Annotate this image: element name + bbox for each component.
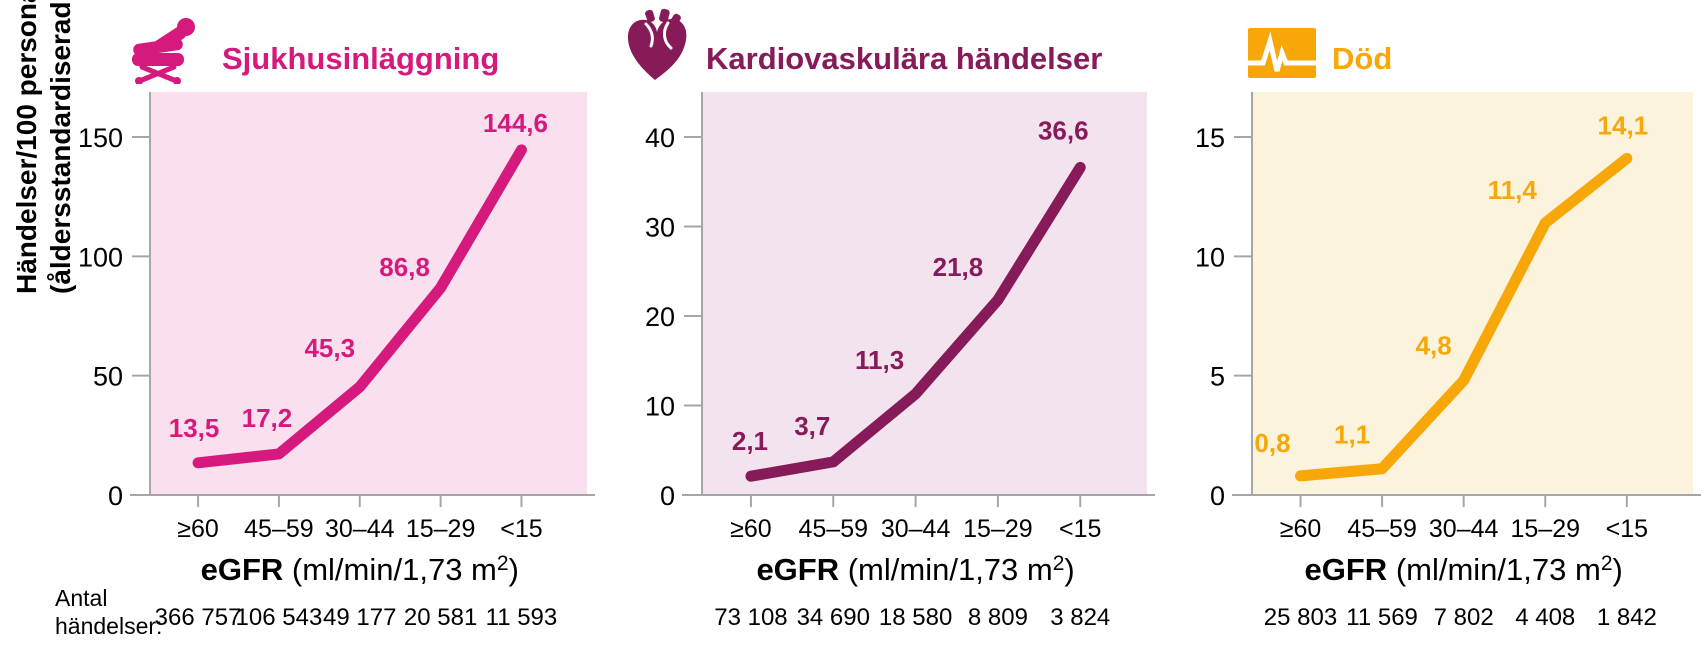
- ecg-monitor-icon: [1248, 26, 1316, 80]
- y-tick-label: 0: [108, 481, 123, 511]
- chart-1-title: Sjukhusinläggning: [222, 41, 500, 76]
- plot-area: [1252, 92, 1693, 495]
- y-tick-label: 0: [660, 481, 675, 511]
- plot-area: [702, 92, 1147, 495]
- event-count: 11 593: [486, 604, 558, 631]
- chart-2-title: Kardiovaskulära händelser: [706, 41, 1103, 76]
- y-tick-label: 50: [93, 362, 123, 392]
- x-tick-label: 15–29: [406, 515, 476, 543]
- x-tick-label: 30–44: [881, 515, 951, 543]
- data-point-label: 45,3: [304, 333, 355, 363]
- y-tick-label: 20: [645, 302, 675, 332]
- x-axis-title: eGFR (ml/min/1,73 m2): [201, 552, 519, 587]
- chart-3-canvas: 0 5 10 15 ≥60 25 803 45–59 11 569 30–44 7 802 15–2…: [1195, 92, 1701, 631]
- x-tick-label: <15: [1606, 515, 1648, 543]
- x-tick-label: <15: [1059, 515, 1101, 543]
- data-point-label: 21,8: [933, 252, 984, 282]
- event-count: 73 108: [714, 604, 787, 631]
- hospital-bed-icon: [130, 16, 206, 84]
- y-tick-label: 40: [645, 123, 675, 153]
- event-count: 11 569: [1346, 604, 1418, 631]
- x-axis-title: eGFR (ml/min/1,73 m2): [1305, 552, 1623, 587]
- event-count: 366 757: [155, 604, 242, 631]
- chart-1-header: Sjukhusinläggning: [130, 6, 499, 84]
- event-count-caption-line1: Antal: [55, 585, 108, 611]
- event-count: 1 842: [1597, 604, 1657, 631]
- x-tick-label: 15–29: [1510, 515, 1580, 543]
- data-point-label: 11,3: [855, 345, 904, 375]
- y-tick-label: 30: [645, 213, 675, 243]
- x-tick-label: 45–59: [1347, 515, 1417, 543]
- event-count: 7 802: [1434, 604, 1494, 631]
- data-point-label: 144,6: [483, 108, 548, 138]
- event-count: 34 690: [797, 604, 870, 631]
- y-tick-label: 150: [78, 123, 123, 153]
- data-point-label: 11,4: [1488, 175, 1538, 205]
- event-count-caption: Antal händelser:: [55, 584, 162, 640]
- y-tick-label: 0: [1210, 481, 1225, 511]
- event-count: 18 580: [879, 604, 952, 631]
- y-tick-label: 15: [1195, 123, 1225, 153]
- event-count: 106 543: [236, 604, 323, 631]
- x-tick-label: 30–44: [325, 515, 395, 543]
- event-count: 25 803: [1264, 604, 1337, 631]
- data-point-label: 17,2: [242, 403, 293, 433]
- x-tick-label: 30–44: [1429, 515, 1499, 543]
- y-tick-label: 5: [1210, 362, 1225, 392]
- heart-icon: [624, 8, 690, 84]
- data-point-label: 86,8: [379, 252, 430, 282]
- series-line: [745, 161, 1086, 482]
- series-line: [1295, 152, 1633, 482]
- data-point-label: 0,8: [1254, 428, 1290, 458]
- y-tick-label: 100: [78, 242, 123, 272]
- data-point-label: 36,6: [1038, 115, 1089, 145]
- x-tick-label: 45–59: [799, 515, 869, 543]
- x-tick-label: <15: [500, 515, 542, 543]
- event-count: 20 581: [404, 604, 477, 631]
- x-tick-label: 15–29: [963, 515, 1033, 543]
- x-tick-label: 45–59: [244, 515, 314, 543]
- event-count: 8 809: [968, 604, 1028, 631]
- series-line: [192, 144, 527, 469]
- x-axis-title: eGFR (ml/min/1,73 m2): [756, 552, 1074, 587]
- data-point-label: 1,1: [1334, 420, 1370, 450]
- event-count-caption-line2: händelser:: [55, 613, 163, 639]
- event-count: 4 408: [1515, 604, 1575, 631]
- y-tick-label: 10: [645, 392, 675, 422]
- data-point-label: 2,1: [732, 426, 768, 456]
- event-count: 3 824: [1050, 604, 1110, 631]
- data-point-label: 4,8: [1416, 330, 1452, 360]
- data-point-label: 3,7: [794, 411, 830, 441]
- chart-2-canvas: 0 10 20 30 40 ≥60 73 108 45–59 34 690 30–44 18 580…: [645, 92, 1155, 631]
- data-point-label: 13,5: [169, 413, 220, 443]
- chart-2-header: Kardiovaskulära händelser: [624, 6, 1102, 84]
- chart-3-header: Död: [1248, 6, 1392, 84]
- x-tick-label: ≥60: [730, 515, 772, 543]
- x-tick-label: ≥60: [177, 515, 219, 543]
- chart-1-canvas: 0 50 100 150 ≥60 366 757 45–59 106 543 30–44 49 1…: [78, 92, 595, 631]
- y-tick-label: 10: [1195, 242, 1225, 272]
- x-tick-label: ≥60: [1280, 515, 1322, 543]
- chart-3-title: Död: [1332, 41, 1393, 76]
- data-point-label: 14,1: [1598, 110, 1649, 140]
- event-count: 49 177: [323, 604, 396, 631]
